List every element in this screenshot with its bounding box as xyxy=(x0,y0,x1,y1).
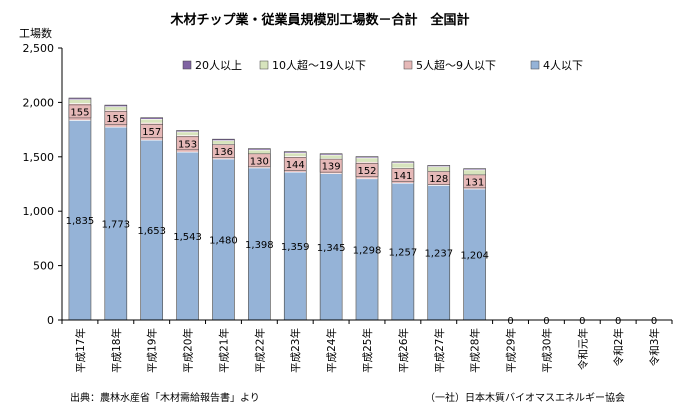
data-label: 155 xyxy=(70,107,89,118)
bar-segment xyxy=(391,162,415,169)
legend-label: 5人超～9人以下 xyxy=(416,58,496,72)
bar-segment xyxy=(140,118,164,124)
x-tick-label: 平成22年 xyxy=(253,328,266,373)
data-label-box xyxy=(427,171,451,185)
data-label: 0 xyxy=(651,316,657,327)
data-label: 1,298 xyxy=(353,245,382,256)
data-label-box xyxy=(176,136,199,151)
x-tick-label: 令和2年 xyxy=(612,328,625,366)
data-label: 130 xyxy=(250,156,269,167)
bar-segment xyxy=(104,106,128,111)
data-label: 1,345 xyxy=(317,243,346,254)
x-tick-label: 平成19年 xyxy=(146,328,159,373)
chart-title: 木材チップ業・従業員規模別工場数－合計 全国計 xyxy=(169,12,469,28)
bar-segment xyxy=(427,166,451,172)
data-label: 131 xyxy=(465,177,484,188)
source-left: 出典：農林水産省「木材需給報告書」より xyxy=(70,391,260,404)
data-label: 0 xyxy=(507,316,513,327)
data-label: 1,359 xyxy=(281,242,310,253)
legend-label: 20人以上 xyxy=(195,59,242,72)
x-tick-label: 令和元年 xyxy=(576,328,589,370)
y-tick-label: 2,000 xyxy=(23,96,55,109)
bar-segment xyxy=(248,149,271,155)
bar-segment xyxy=(319,154,343,159)
legend-swatch xyxy=(530,60,540,70)
data-label: 1,543 xyxy=(173,232,202,243)
data-label-box xyxy=(104,111,128,125)
data-label: 0 xyxy=(543,316,549,327)
x-tick-label: 平成18年 xyxy=(110,328,123,373)
y-tick-label: 2,500 xyxy=(23,42,55,55)
data-label: 1,257 xyxy=(389,248,418,259)
x-tick-label: 平成21年 xyxy=(217,328,230,373)
source-right: （一社）日本木質バイオマスエネルギー協会 xyxy=(425,391,625,404)
data-label: 157 xyxy=(142,127,161,138)
data-label: 1,204 xyxy=(460,251,489,262)
y-tick-label: 500 xyxy=(33,260,54,273)
data-label: 153 xyxy=(178,139,197,150)
y-axis: 0 500 1,000 1,500 2,000 2,500 xyxy=(23,42,63,327)
data-label-box xyxy=(248,153,271,168)
x-tick-label: 平成30年 xyxy=(540,328,553,373)
legend-label: 10人超～19人以下 xyxy=(272,58,366,72)
data-label-box xyxy=(68,104,92,119)
data-label-box xyxy=(463,174,486,189)
x-tick-label: 平成27年 xyxy=(433,328,446,373)
x-tick-label: 令和3年 xyxy=(648,328,661,366)
data-label: 155 xyxy=(106,114,125,125)
data-label: 1,398 xyxy=(245,240,274,251)
data-label-box xyxy=(140,124,163,138)
data-label: 144 xyxy=(286,160,305,171)
x-tick-label: 平成20年 xyxy=(182,328,195,373)
data-label: 1,237 xyxy=(424,249,453,260)
x-tick-label: 平成24年 xyxy=(325,328,338,373)
x-axis: 平成17年 平成18年 平成19年 平成20年 平成21年 平成22年 平成23年 平成24年… xyxy=(61,319,673,373)
y-tick-label: 0 xyxy=(47,314,54,327)
x-tick-label: 平成17年 xyxy=(74,328,87,373)
data-label-box xyxy=(391,168,415,182)
data-label: 128 xyxy=(429,174,448,185)
bar-segment xyxy=(355,157,379,163)
data-label-box xyxy=(319,158,343,173)
data-label-box xyxy=(283,157,307,171)
x-tick-label: 平成23年 xyxy=(289,328,302,373)
y-axis-label: 工場数 xyxy=(19,27,52,40)
bar-segment xyxy=(68,99,92,104)
data-label: 1,773 xyxy=(102,220,131,231)
data-label: 136 xyxy=(214,147,233,158)
data-label: 152 xyxy=(357,166,376,177)
bar-segment xyxy=(283,152,307,157)
data-label: 1,835 xyxy=(66,216,95,227)
bar-segment xyxy=(212,140,235,145)
legend-swatch xyxy=(182,60,192,70)
bar-segment xyxy=(463,169,486,176)
data-label: 1,480 xyxy=(209,235,238,246)
y-tick-label: 1,000 xyxy=(23,205,55,218)
x-tick-label: 平成29年 xyxy=(505,328,518,373)
bars xyxy=(68,97,486,321)
legend-swatch xyxy=(259,60,269,70)
data-labels: 1,835 155 1,773 155 1,653 157 1,543 153 1,480 136… xyxy=(66,104,657,327)
data-label: 141 xyxy=(393,171,412,182)
legend: 20人以上 10人超～19人以下 5人超～9人以下 4人以下 xyxy=(182,58,583,72)
legend-label: 4人以下 xyxy=(543,59,583,72)
data-label: 139 xyxy=(322,162,341,173)
data-label: 1,653 xyxy=(137,226,166,237)
data-label-box xyxy=(212,144,235,158)
bar-segment xyxy=(176,131,199,136)
x-tick-label: 平成26年 xyxy=(397,328,410,373)
legend-swatch xyxy=(403,60,413,70)
x-tick-label: 平成28年 xyxy=(469,328,482,373)
x-tick-label: 平成25年 xyxy=(361,328,374,373)
data-label: 0 xyxy=(579,316,585,327)
data-label: 0 xyxy=(615,316,621,327)
y-tick-label: 1,500 xyxy=(23,151,55,164)
data-label-box xyxy=(355,163,379,177)
